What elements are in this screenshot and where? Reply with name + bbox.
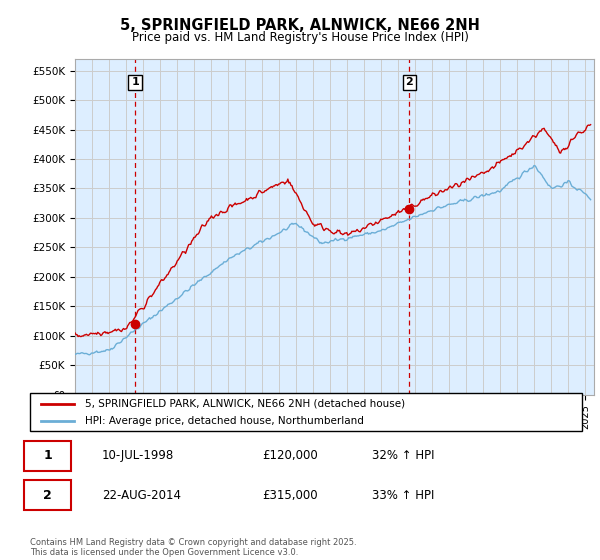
Text: 5, SPRINGFIELD PARK, ALNWICK, NE66 2NH (detached house): 5, SPRINGFIELD PARK, ALNWICK, NE66 2NH (… [85, 399, 406, 409]
Text: £120,000: £120,000 [262, 450, 317, 463]
Text: 10-JUL-1998: 10-JUL-1998 [102, 450, 174, 463]
Text: Contains HM Land Registry data © Crown copyright and database right 2025.
This d: Contains HM Land Registry data © Crown c… [30, 538, 356, 557]
FancyBboxPatch shape [25, 441, 71, 471]
Text: Price paid vs. HM Land Registry's House Price Index (HPI): Price paid vs. HM Land Registry's House … [131, 31, 469, 44]
Text: £315,000: £315,000 [262, 489, 317, 502]
FancyBboxPatch shape [25, 480, 71, 510]
Text: 1: 1 [43, 450, 52, 463]
Text: 5, SPRINGFIELD PARK, ALNWICK, NE66 2NH: 5, SPRINGFIELD PARK, ALNWICK, NE66 2NH [120, 18, 480, 33]
Text: 32% ↑ HPI: 32% ↑ HPI [372, 450, 435, 463]
FancyBboxPatch shape [30, 393, 582, 431]
Text: 2: 2 [406, 77, 413, 87]
Text: 22-AUG-2014: 22-AUG-2014 [102, 489, 181, 502]
Text: HPI: Average price, detached house, Northumberland: HPI: Average price, detached house, Nort… [85, 416, 364, 426]
Text: 1: 1 [131, 77, 139, 87]
Text: 33% ↑ HPI: 33% ↑ HPI [372, 489, 434, 502]
Text: 2: 2 [43, 489, 52, 502]
